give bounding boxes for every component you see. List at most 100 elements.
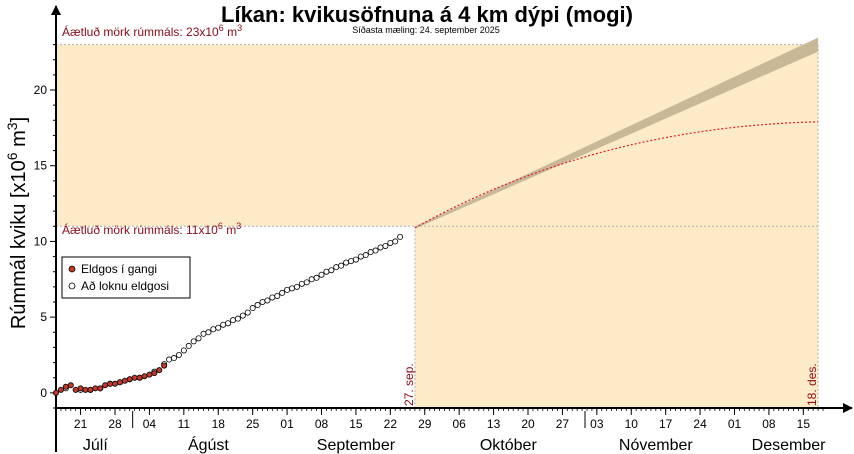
y-tick-label: 15 [34, 159, 48, 173]
legend-box [61, 256, 191, 299]
point-post-eruption [288, 285, 295, 292]
x-tick-label: 04 [143, 417, 157, 431]
x-tick-label: 03 [590, 417, 604, 431]
forecast-window [414, 226, 819, 408]
point-post-eruption [175, 351, 182, 358]
point-eruption [72, 386, 79, 393]
x-tick-label: 01 [280, 417, 294, 431]
threshold-region [56, 44, 819, 227]
x-tick-label: 15 [349, 417, 363, 431]
point-post-eruption [166, 356, 173, 363]
forecast-group [414, 37, 819, 229]
point-eruption [92, 385, 99, 392]
point-post-eruption [249, 305, 256, 312]
x-tick-label: 08 [762, 417, 776, 431]
point-eruption [82, 386, 89, 393]
point-post-eruption [239, 312, 246, 319]
point-post-eruption [382, 242, 389, 249]
x-tick-label: 17 [659, 417, 673, 431]
y-axis-label: Rúmmál kviku [x106 m3] [4, 117, 30, 329]
x-tick-label: 11 [178, 417, 191, 431]
month-label: September [317, 437, 396, 454]
point-eruption [112, 380, 119, 387]
point-post-eruption [352, 256, 359, 263]
threshold-low-label: Áætluð mörk rúmmáls: 11x106 m3 [62, 221, 241, 237]
point-post-eruption [200, 330, 207, 337]
point-post-eruption [318, 271, 325, 278]
point-eruption [57, 386, 64, 393]
point-post-eruption [210, 326, 217, 333]
month-label: Ágúst [188, 435, 229, 454]
x-tick-label: 27 [556, 417, 570, 431]
chart-subtitle: Síðasta mæling: 24. september 2025 [352, 25, 500, 35]
point-post-eruption [185, 342, 192, 349]
point-post-eruption [195, 335, 202, 342]
x-tick-label: 18 [212, 417, 226, 431]
point-eruption [151, 370, 158, 377]
legend-marker-post [68, 282, 76, 290]
y-tick-label: 10 [34, 234, 48, 248]
point-post-eruption [293, 283, 300, 290]
point-post-eruption [220, 321, 227, 328]
x-tick-label: 22 [384, 417, 398, 431]
point-post-eruption [303, 279, 310, 286]
point-eruption [146, 371, 153, 378]
data-points [53, 233, 404, 396]
y-tick-label: 0 [40, 386, 47, 400]
point-post-eruption [254, 302, 261, 309]
point-post-eruption [298, 280, 305, 287]
point-eruption [131, 374, 138, 381]
x-tick-label: 20 [521, 417, 535, 431]
forecast-linear-band [414, 37, 819, 229]
x-tick-label: 06 [452, 417, 466, 431]
point-post-eruption [308, 276, 315, 283]
point-post-eruption [180, 347, 187, 354]
point-eruption [77, 385, 84, 392]
month-label: Júlí [83, 437, 108, 454]
point-post-eruption [397, 233, 404, 240]
point-eruption [161, 362, 168, 369]
x-tick-label: 28 [108, 417, 122, 431]
window-start-label: 27. sep. [402, 363, 416, 406]
legend-label-eruption: Eldgos í gangi [81, 262, 157, 276]
legend-marker-eruption [68, 265, 76, 273]
x-tick-label: 24 [693, 417, 707, 431]
month-label: Desember [752, 437, 826, 454]
point-post-eruption [392, 238, 399, 245]
point-post-eruption [284, 286, 291, 293]
point-post-eruption [264, 297, 271, 304]
point-post-eruption [323, 268, 330, 275]
point-post-eruption [244, 309, 251, 316]
point-post-eruption [274, 292, 281, 299]
point-eruption [136, 374, 143, 381]
point-post-eruption [279, 289, 286, 296]
legend-label-post: Að loknu eldgosi [81, 279, 169, 293]
month-label: Nóvember [619, 437, 693, 454]
y-tick-label: 5 [40, 310, 47, 324]
point-post-eruption [372, 247, 379, 254]
chart-title: Líkan: kvikusöfnuna á 4 km dýpi (mogi) [221, 2, 633, 27]
plot-background [56, 44, 819, 408]
point-post-eruption [333, 264, 340, 271]
legend: Eldgos í gangi Að loknu eldgosi [61, 256, 191, 299]
point-eruption [141, 373, 148, 380]
point-eruption [67, 382, 74, 389]
point-post-eruption [215, 324, 222, 331]
point-eruption [116, 379, 123, 386]
x-tick-label: 08 [315, 417, 329, 431]
point-post-eruption [269, 294, 276, 301]
threshold-high-label: Áætluð mörk rúmmáls: 23x106 m3 [62, 23, 242, 39]
point-post-eruption [357, 253, 364, 260]
point-post-eruption [225, 320, 232, 327]
point-eruption [156, 367, 163, 374]
month-label: Október [480, 437, 538, 454]
point-post-eruption [387, 239, 394, 246]
point-eruption [107, 380, 114, 387]
point-post-eruption [190, 338, 197, 345]
y-tick-label: 20 [34, 83, 48, 97]
point-eruption [97, 385, 104, 392]
x-tick-label: 25 [246, 417, 260, 431]
point-post-eruption [234, 315, 241, 322]
point-post-eruption [328, 267, 335, 274]
x-tick-label: 01 [728, 417, 742, 431]
